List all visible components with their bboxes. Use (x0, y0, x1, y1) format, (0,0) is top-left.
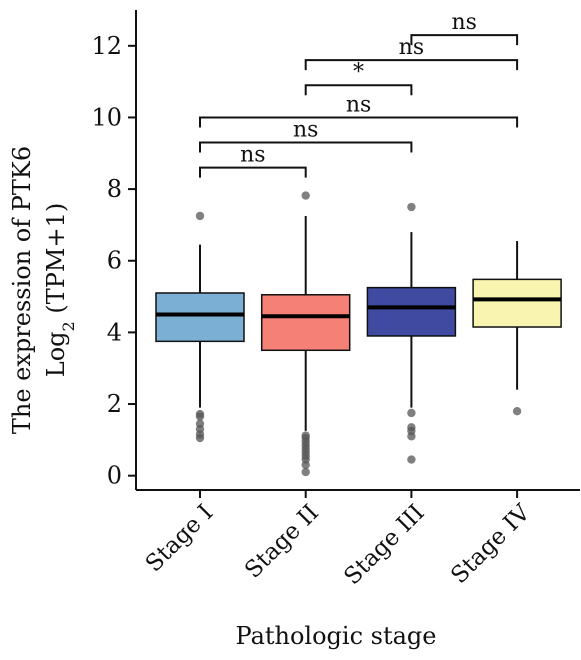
significance-label: ns (346, 92, 371, 117)
significance-bracket (304, 59, 519, 71)
significance-bracket (199, 141, 413, 153)
outlier-point (512, 406, 522, 416)
y-axis-title: The expression of PTK6 Log2 (TPM+1) (8, 146, 78, 434)
outlier-point (301, 191, 310, 200)
outlier-point (195, 409, 205, 419)
outlier-point (301, 467, 310, 477)
y-axis-title-log: Log (42, 331, 70, 377)
outlier-point (407, 408, 416, 418)
x-tick-label: Stage I (141, 500, 218, 577)
significance-label: * (353, 60, 364, 85)
significance-bracket (304, 84, 413, 96)
x-axis-title: Pathologic stage (236, 622, 437, 650)
box-iqr (472, 278, 562, 328)
outlier-point (195, 211, 205, 221)
significance-label: ns (293, 118, 318, 143)
x-tick-label: Stage IV (446, 500, 535, 589)
y-tick-label: 2 (107, 390, 122, 418)
significance-label: ns (240, 143, 265, 168)
y-tick-label: 12 (91, 32, 122, 60)
x-tick-label: Stage III (339, 500, 429, 590)
y-axis-title-line2: Log2 (TPM+1) (42, 203, 78, 377)
outlier-point (301, 431, 310, 440)
outlier-point (407, 202, 416, 212)
outlier-point (195, 419, 205, 428)
significance-bracket (199, 116, 519, 128)
y-tick-label: 10 (91, 103, 122, 131)
y-axis-title-unit: (TPM+1) (42, 203, 70, 321)
y-tick-label: 4 (107, 318, 122, 346)
outlier-point (407, 455, 416, 464)
significance-label: ns (452, 10, 477, 35)
box-iqr (260, 294, 351, 352)
y-tick-label: 0 (107, 462, 122, 490)
x-tick-label: Stage II (240, 500, 324, 584)
significance-bracket (199, 166, 307, 178)
box-iqr (155, 292, 245, 343)
y-axis-title-subscript: 2 (59, 321, 78, 331)
outlier-point (407, 423, 416, 432)
y-axis-title-line1: The expression of PTK6 (8, 146, 36, 434)
plot-area: 0 2 4 6 8 10 12 Stage I Stage II Stage III Stage I… (91, 10, 580, 590)
y-tick-label: 6 (107, 247, 122, 275)
y-tick-label: 8 (107, 175, 122, 203)
box-iqr (366, 286, 457, 337)
significance-bracket (410, 34, 519, 46)
